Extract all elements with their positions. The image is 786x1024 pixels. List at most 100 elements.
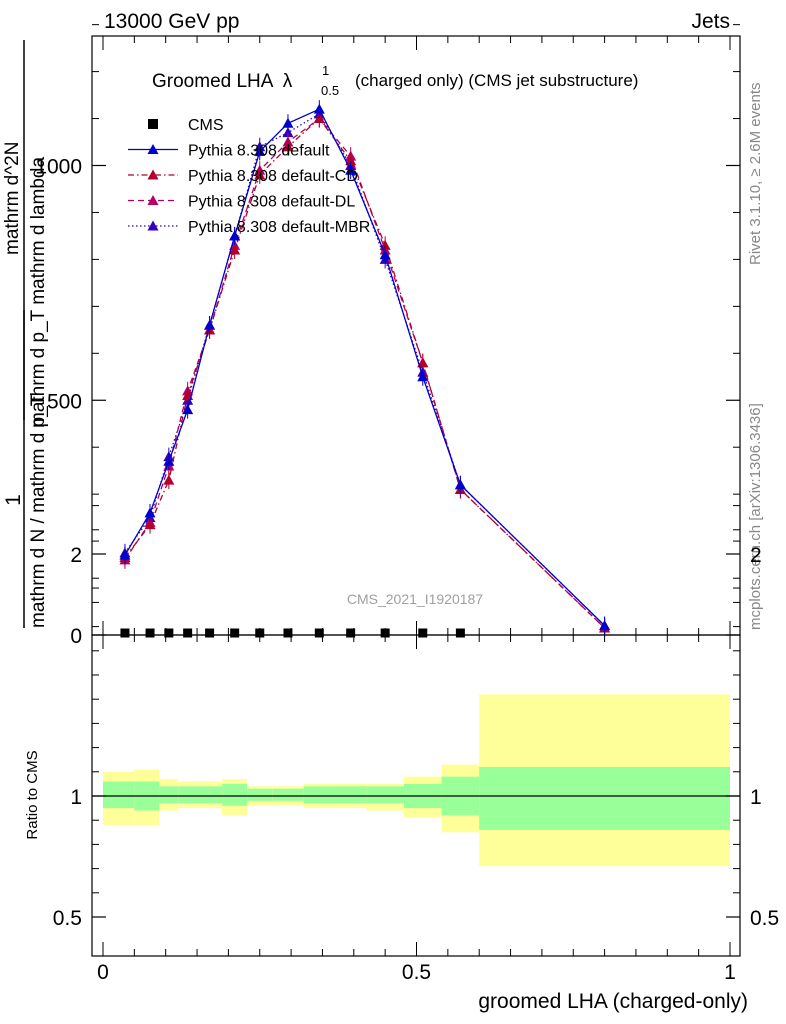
ratio-green-band — [159, 786, 179, 804]
legend-marker — [147, 169, 159, 180]
data-point — [345, 155, 357, 166]
data-point — [282, 141, 294, 152]
ratio-green-band — [197, 786, 223, 804]
ratio-x-tick-label: 0 — [97, 961, 109, 984]
data-point — [229, 230, 241, 241]
data-point — [346, 628, 356, 638]
series-line — [124, 112, 606, 627]
legend-marker — [147, 144, 159, 154]
analysis-watermark: CMS_2021_I1920187 — [347, 591, 483, 607]
ratio-green-band — [366, 786, 404, 804]
ratio-bands — [103, 694, 730, 867]
data-point — [230, 628, 240, 638]
data-point — [204, 319, 216, 330]
main-y-tick-label: 500 — [47, 390, 82, 413]
ratio-plot: 0.5 0.51 12 2 0 0.5 1 Ratio to CMS groomed LH… — [24, 505, 779, 1013]
data-point — [120, 628, 130, 638]
data-point — [182, 404, 194, 415]
ratio-green-band — [103, 781, 135, 809]
plot-title: Groomed LHA λ 1 0.5 (charged only) (CMS … — [152, 63, 638, 98]
ratio-y-tick-label-right: 0.5 — [750, 907, 779, 930]
ratio-green-band — [272, 788, 304, 801]
main-y-tick-label: 1000 — [35, 156, 82, 179]
legend-label: Pythia 8.308 default-MBR — [188, 219, 370, 236]
y-axis-label-frac-den: mathrm d p_T mathrm d lambda — [28, 157, 49, 428]
data-point — [345, 164, 357, 175]
data-point — [205, 628, 215, 638]
legend-label: Pythia 8.308 default-DL — [188, 194, 355, 211]
ratio-x-tick-label: 0.5 — [402, 961, 431, 984]
ratio-x-tick-label: 1 — [724, 961, 736, 984]
y-axis-label-frac-num: mathrm d^2N — [2, 142, 23, 255]
data-point — [254, 145, 266, 156]
data-point — [282, 117, 294, 128]
legend-marker — [147, 220, 159, 231]
title-suffix: (charged only) (CMS jet substructure) — [355, 71, 638, 90]
ratio-y-tick-label-right: 2 — [750, 544, 762, 567]
legend-label: Pythia 8.308 default — [188, 143, 330, 160]
series-pythia-8-308-default — [119, 100, 611, 635]
y-axis-label-denominator: mathrm d N / mathrm d p_T — [28, 394, 49, 628]
svg-text:Groomed LHA λ: Groomed LHA λ — [152, 71, 293, 92]
data-point — [163, 474, 175, 485]
data-point — [119, 549, 131, 560]
series-line — [124, 117, 606, 629]
series-line — [124, 108, 606, 627]
data-point — [283, 628, 293, 638]
main-plot: 05001000150020002500 1 mathrm d N / math… — [2, 24, 741, 648]
legend-marker — [148, 119, 158, 129]
legend-item: Pythia 8.308 default — [128, 143, 330, 160]
data-point — [164, 628, 174, 638]
x-axis-label: groomed LHA (charged-only) — [478, 990, 748, 1013]
ratio-y-tick-label: 0.5 — [53, 907, 82, 930]
data-point — [255, 628, 265, 638]
ratio-y-tick-label: 2 — [70, 544, 82, 567]
data-point — [418, 628, 428, 638]
data-point — [144, 519, 156, 530]
data-point — [599, 620, 611, 631]
legend-item: Pythia 8.308 default-MBR — [128, 219, 370, 236]
legend: CMS Pythia 8.308 default Pythia 8.308 defa… — [128, 117, 370, 236]
title-subscript: 0.5 — [321, 83, 339, 98]
legend-item: Pythia 8.308 default-DL — [128, 194, 355, 211]
data-point — [380, 628, 390, 638]
series-cms — [120, 628, 465, 638]
legend-label: CMS — [188, 117, 224, 134]
data-point — [144, 507, 156, 518]
mcplots-label: mcplots.cern.ch [arXiv:1306.3436] — [747, 403, 764, 630]
rivet-version-label: Rivet 3.1.10, ≥ 2.6M events — [747, 83, 764, 266]
main-series-group — [119, 100, 611, 638]
header-energy-label: 13000 GeV pp — [104, 10, 239, 33]
ratio-y-tick-label-right: 1 — [750, 786, 762, 809]
data-point — [183, 628, 193, 638]
main-x-ticks — [102, 36, 731, 635]
legend-item: Pythia 8.308 default-CD — [128, 168, 358, 185]
ratio-y-tick-label: 1 — [70, 786, 82, 809]
data-point — [163, 455, 175, 466]
main-y-axis: 05001000150020002500 — [35, 24, 740, 648]
series-pythia-8-308-default-dl — [119, 109, 611, 637]
ratio-green-band — [178, 786, 198, 804]
ratio-y-axis-label: Ratio to CMS — [24, 750, 41, 839]
main-y-tick-label: 0 — [70, 625, 82, 648]
ratio-x-axis: 0 0.5 1 — [97, 635, 736, 984]
series-pythia-8-308-default-cd — [119, 109, 611, 637]
ratio-green-band — [303, 786, 335, 804]
legend-marker — [147, 195, 159, 205]
data-point — [379, 249, 391, 260]
legend-label: Pythia 8.308 default-CD — [188, 168, 358, 185]
y-axis-label-numerator: 1 — [2, 494, 25, 506]
ratio-green-band — [247, 788, 273, 801]
data-point — [313, 103, 325, 114]
title-superscript: 1 — [322, 63, 329, 78]
ratio-green-band — [479, 766, 730, 830]
ratio-green-band — [334, 786, 367, 804]
header-category-label: Jets — [691, 10, 730, 33]
data-point — [454, 479, 466, 490]
data-point — [145, 628, 155, 638]
data-point — [254, 169, 266, 180]
data-point — [417, 371, 429, 382]
data-point — [417, 357, 429, 368]
data-point — [229, 244, 241, 255]
